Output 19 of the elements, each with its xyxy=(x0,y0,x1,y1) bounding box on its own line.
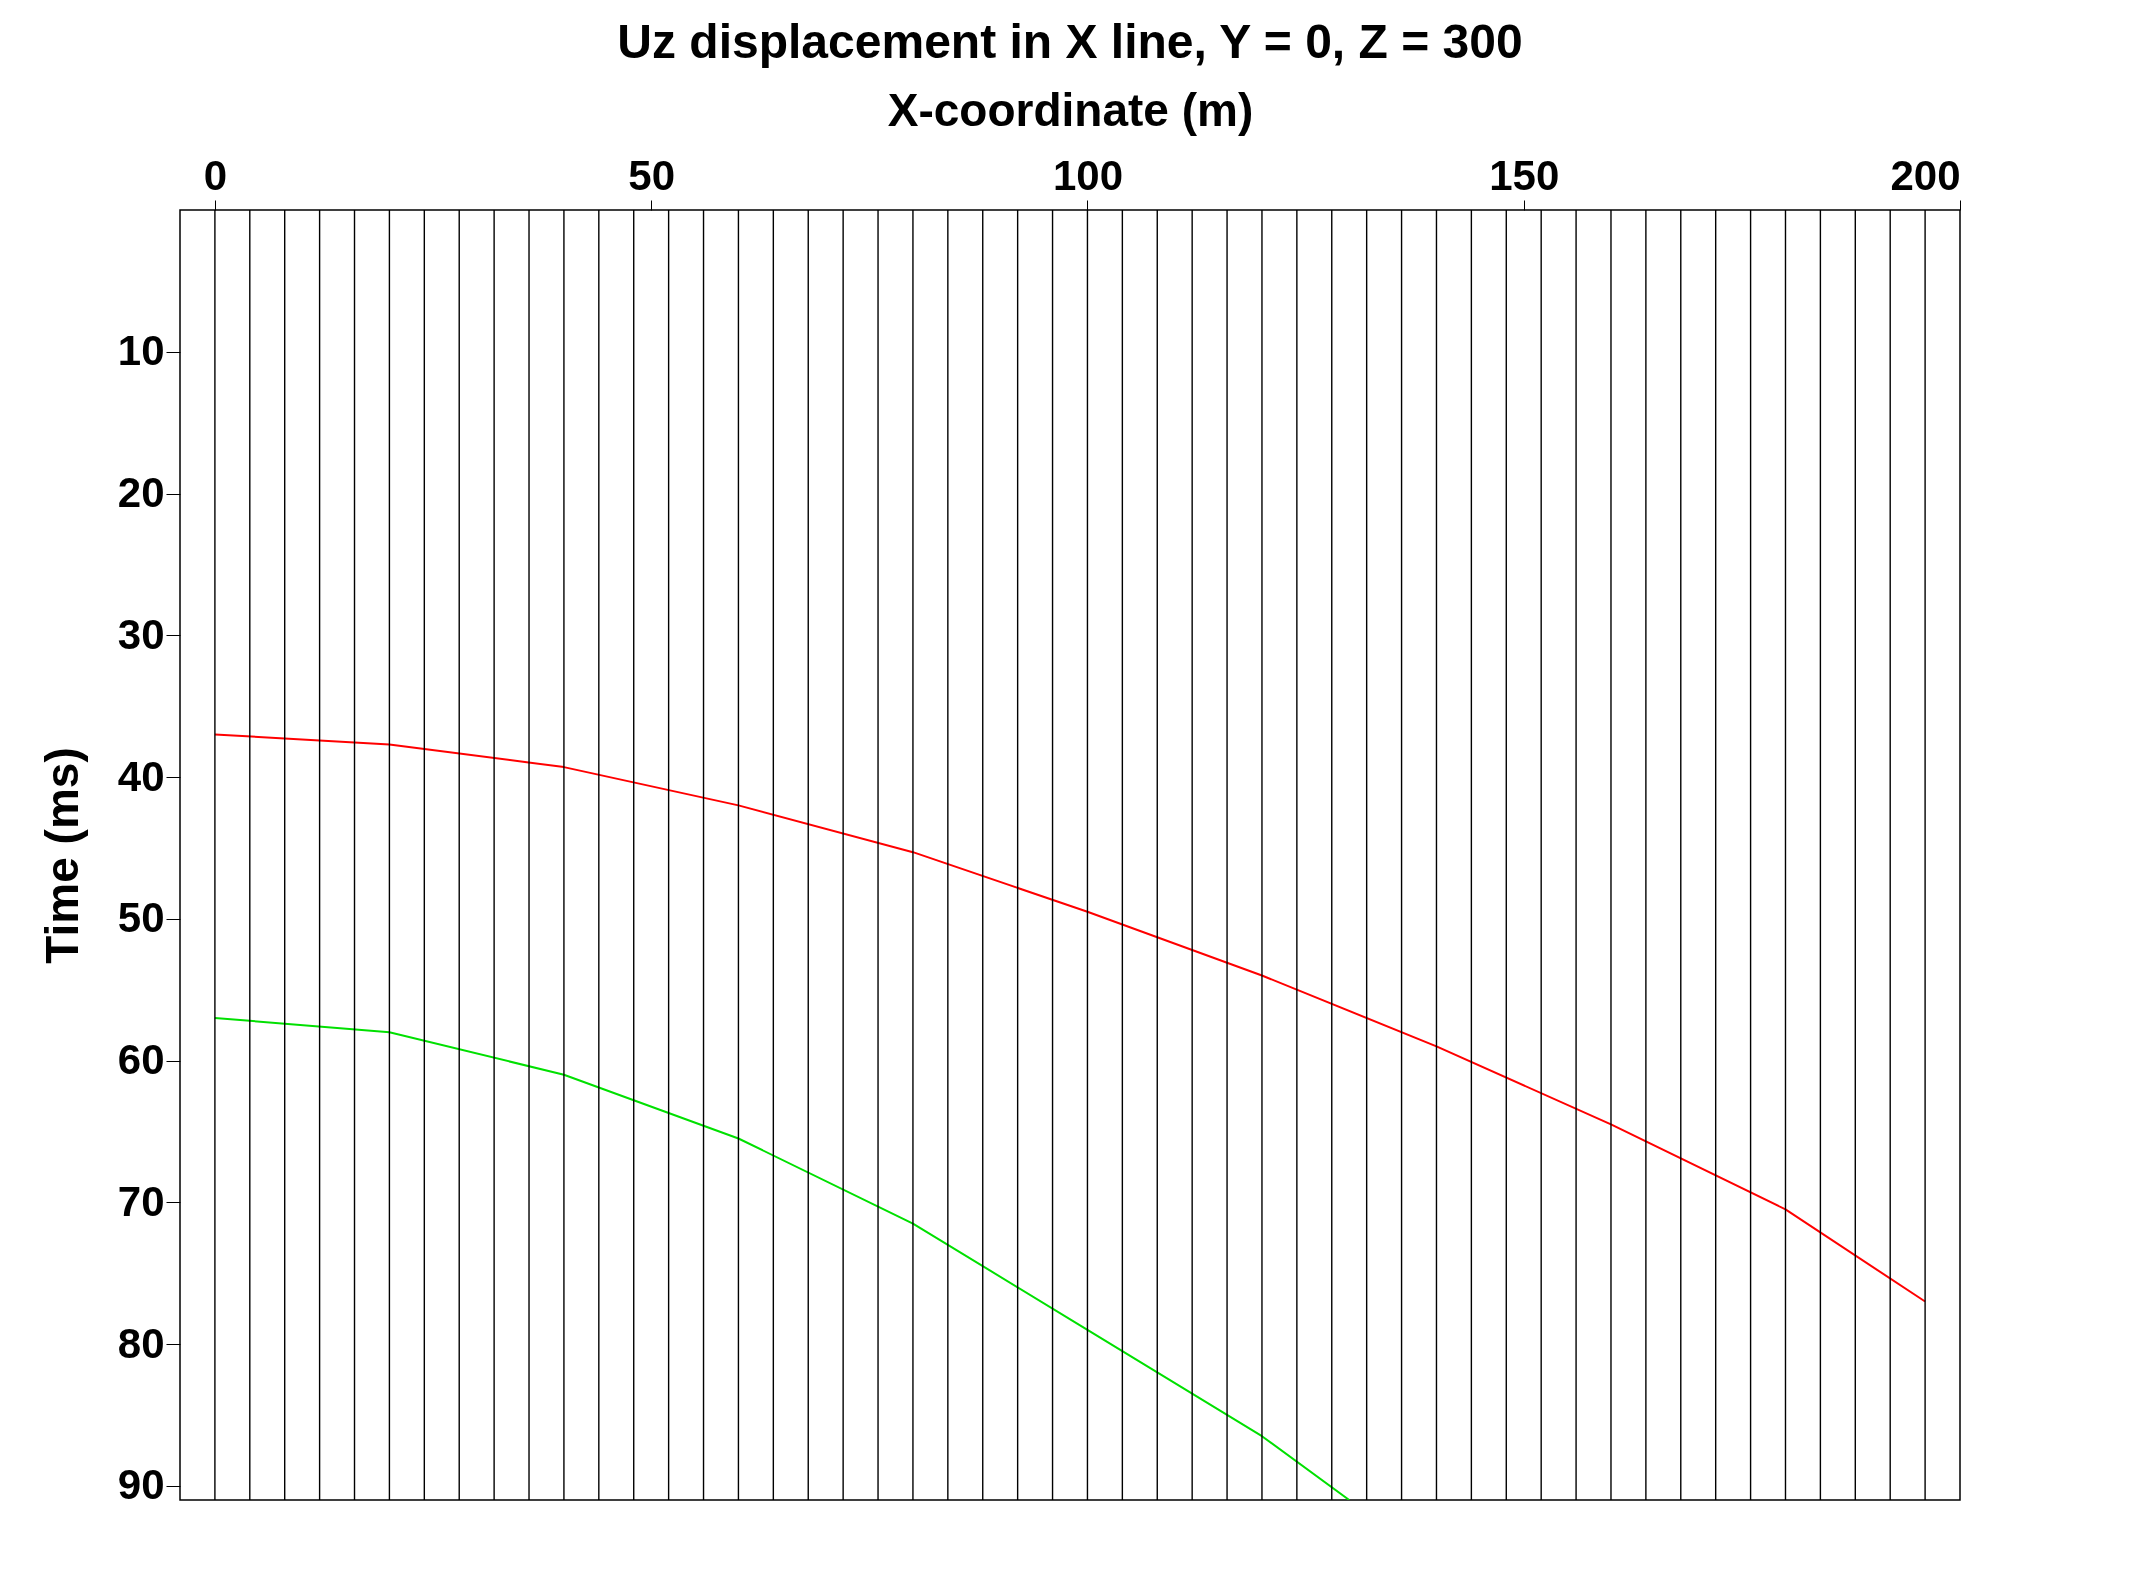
x-axis-title: X-coordinate (m) xyxy=(887,83,1254,136)
x-tick-label: 0 xyxy=(203,151,228,199)
line-series xyxy=(213,1017,1351,1500)
y-tick-label: 80 xyxy=(117,1319,165,1367)
y-tick-label: 90 xyxy=(117,1461,165,1509)
chart-title: Uz displacement in X line, Y = 0, Z = 300 xyxy=(617,15,1523,68)
x-tick-label: 150 xyxy=(1489,151,1560,199)
x-tick-label: 200 xyxy=(1890,151,1961,199)
y-tick-label: 50 xyxy=(117,894,165,942)
y-tick-label: 60 xyxy=(117,1036,165,1084)
y-tick-label: 10 xyxy=(117,327,165,375)
x-tick-label: 100 xyxy=(1052,151,1123,199)
y-tick-label: 30 xyxy=(117,610,165,658)
y-axis-title: Time (ms) xyxy=(35,747,88,964)
y-tick-label: 70 xyxy=(117,1177,165,1225)
y-tick-label: 20 xyxy=(117,469,165,517)
y-tick-label: 40 xyxy=(117,752,165,800)
x-tick-label: 50 xyxy=(628,151,676,199)
line-series xyxy=(213,733,1927,1303)
